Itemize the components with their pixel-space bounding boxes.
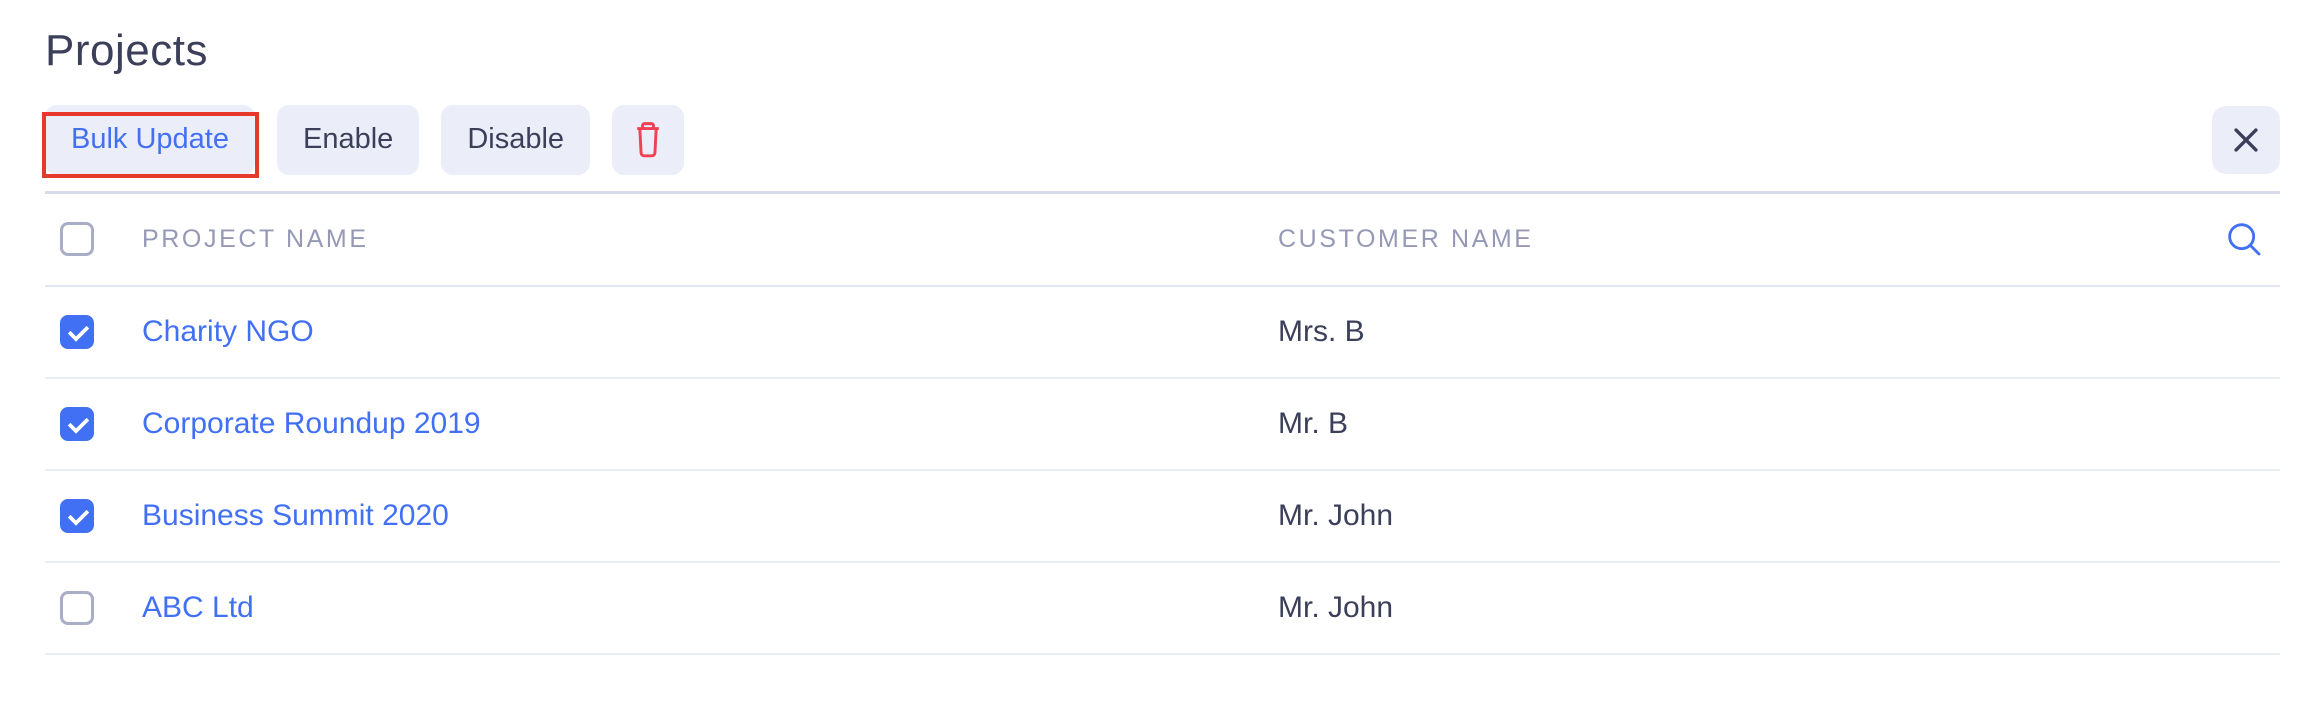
- bulk-update-button-wrap: Bulk Update: [42, 104, 259, 178]
- table-row: Corporate Roundup 2019 Mr. B: [45, 379, 2280, 471]
- project-link[interactable]: Business Summit 2020: [142, 498, 449, 532]
- project-name-cell: Charity NGO: [142, 315, 1278, 349]
- bulk-actions-toolbar: Bulk Update Enable Disable: [42, 104, 2280, 178]
- disable-button[interactable]: Disable: [441, 104, 591, 175]
- row-checkbox-cell: [45, 406, 142, 441]
- project-link[interactable]: ABC Ltd: [142, 590, 254, 624]
- table-row: ABC Ltd Mr. John: [45, 563, 2280, 655]
- row-checkbox-cell: [45, 314, 142, 349]
- trash-icon: [630, 121, 666, 159]
- project-name-cell: Corporate Roundup 2019: [142, 407, 1278, 441]
- projects-table: PROJECT NAME CUSTOMER NAME Charity NGO M…: [45, 190, 2280, 655]
- project-link[interactable]: Corporate Roundup 2019: [142, 406, 481, 440]
- delete-button[interactable]: [612, 104, 685, 175]
- header-checkbox-cell: [45, 222, 142, 257]
- column-header-customer-name[interactable]: CUSTOMER NAME: [1278, 224, 1534, 253]
- project-name-cell: ABC Ltd: [142, 591, 1278, 625]
- customer-name-cell: Mr. B: [1278, 406, 1349, 440]
- row-checkbox[interactable]: [60, 406, 94, 441]
- close-icon: [2229, 123, 2263, 157]
- customer-name-cell: Mrs. B: [1278, 314, 1365, 348]
- table-header-row: PROJECT NAME CUSTOMER NAME: [45, 194, 2280, 287]
- project-link[interactable]: Charity NGO: [142, 314, 314, 348]
- table-row: Charity NGO Mrs. B: [45, 287, 2280, 379]
- enable-button[interactable]: Enable: [277, 104, 420, 175]
- row-checkbox-cell: [45, 498, 142, 533]
- project-name-cell: Business Summit 2020: [142, 499, 1278, 533]
- column-header-project-name[interactable]: PROJECT NAME: [142, 224, 369, 253]
- search-button[interactable]: [2220, 215, 2268, 263]
- select-all-checkbox[interactable]: [60, 222, 94, 257]
- page-title: Projects: [45, 26, 208, 75]
- close-button[interactable]: [2212, 105, 2280, 174]
- search-icon: [2224, 223, 2264, 262]
- bulk-update-button[interactable]: Bulk Update: [45, 104, 255, 175]
- row-checkbox[interactable]: [60, 314, 94, 349]
- row-checkbox-cell: [45, 590, 142, 625]
- row-checkbox[interactable]: [60, 498, 94, 533]
- row-checkbox[interactable]: [60, 590, 94, 625]
- customer-name-cell: Mr. John: [1278, 498, 1394, 532]
- customer-name-cell: Mr. John: [1278, 590, 1394, 624]
- table-row: Business Summit 2020 Mr. John: [45, 471, 2280, 563]
